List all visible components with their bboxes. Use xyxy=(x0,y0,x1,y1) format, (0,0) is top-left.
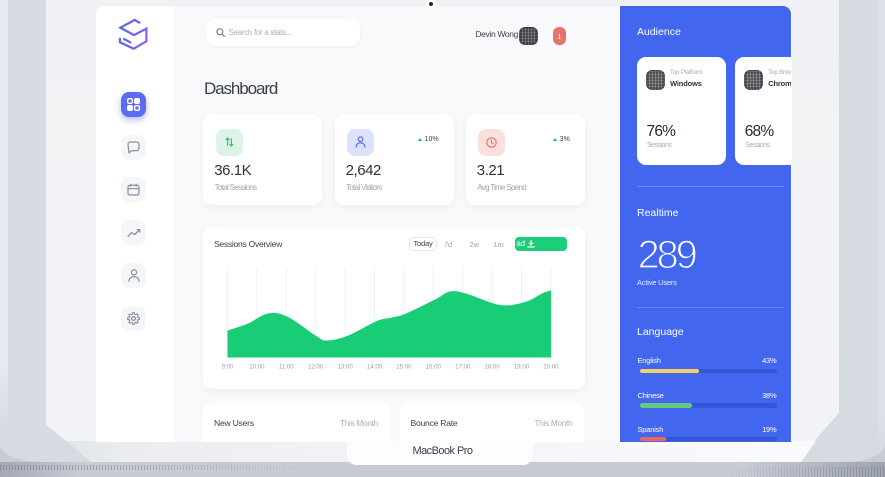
svg-text:10:00: 10:00 xyxy=(249,363,265,370)
svg-text:15:00: 15:00 xyxy=(396,363,412,370)
svg-text:11:00: 11:00 xyxy=(279,363,294,370)
svg-text:18:00: 18:00 xyxy=(484,363,500,370)
svg-text:19:00: 19:00 xyxy=(514,363,530,370)
svg-text:20:00: 20:00 xyxy=(543,363,559,370)
svg-text:13:00: 13:00 xyxy=(337,363,353,370)
svg-text:17:00: 17:00 xyxy=(455,363,471,370)
svg-text:9:00: 9:00 xyxy=(222,363,234,370)
svg-text:14:00: 14:00 xyxy=(367,363,383,370)
svg-text:16:00: 16:00 xyxy=(426,363,442,370)
svg-text:12:00: 12:00 xyxy=(308,363,324,370)
